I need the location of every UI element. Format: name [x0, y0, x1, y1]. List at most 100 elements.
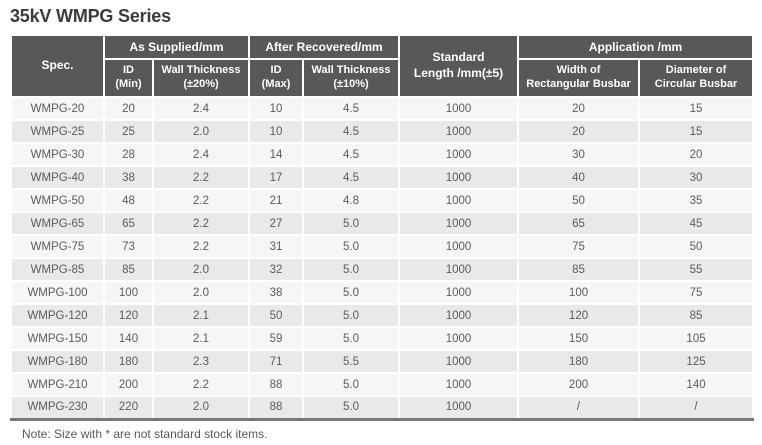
spec-cell: WMPG-30 — [10, 142, 105, 167]
value-cell: 2.2 — [151, 234, 251, 259]
value-cell: 2.2 — [151, 372, 251, 397]
table-row: WMPG-40 38 2.2 17 4.5 1000 40 30 — [10, 165, 755, 190]
value-cell: 35 — [638, 188, 755, 213]
value-cell: 40 — [517, 165, 641, 190]
value-cell: 65 — [103, 211, 154, 236]
value-cell: 2.1 — [151, 303, 251, 328]
value-cell: 4.5 — [302, 142, 401, 167]
value-cell: 17 — [248, 165, 305, 190]
value-cell: 15 — [638, 96, 755, 121]
value-cell: 5.0 — [302, 280, 401, 305]
spec-cell: WMPG-100 — [10, 280, 105, 305]
page-title: 35kV WMPG Series — [10, 6, 171, 26]
header-id-min: ID (Min) — [103, 58, 154, 98]
value-cell: 59 — [248, 326, 305, 351]
header-width-rect-busbar-line1: Width of — [556, 64, 601, 77]
value-cell: 2.3 — [151, 349, 251, 374]
value-cell: 2.0 — [151, 280, 251, 305]
header-standard-length-line1: Standard — [432, 50, 485, 65]
table-header: Spec. As Supplied/mm After Recovered/mm … — [10, 34, 755, 98]
spec-cell: WMPG-120 — [10, 303, 105, 328]
value-cell: 30 — [638, 165, 755, 190]
header-diameter-circ-busbar: Diameter of Circular Busbar — [638, 58, 755, 98]
value-cell: 5.0 — [302, 326, 401, 351]
value-cell: 45 — [638, 211, 755, 236]
value-cell: 2.4 — [151, 96, 251, 121]
value-cell: 5.0 — [302, 234, 401, 259]
value-cell: 50 — [638, 234, 755, 259]
table-row: WMPG-75 73 2.2 31 5.0 1000 75 50 — [10, 234, 755, 259]
value-cell: 1000 — [398, 96, 520, 121]
value-cell: 200 — [103, 372, 154, 397]
spec-cell: WMPG-65 — [10, 211, 105, 236]
value-cell: 48 — [103, 188, 154, 213]
header-wall-thickness-10-line2: (±10%) — [333, 78, 369, 90]
value-cell: / — [638, 395, 755, 420]
value-cell: 1000 — [398, 211, 520, 236]
value-cell: 20 — [517, 119, 641, 144]
value-cell: 1000 — [398, 280, 520, 305]
header-standard-length-line2: Length /mm(±5) — [413, 66, 504, 80]
spec-cell: WMPG-210 — [10, 372, 105, 397]
header-wall-thickness-10-line1: Wall Thickness — [311, 64, 391, 77]
table-row: WMPG-230 220 2.0 88 5.0 1000// — [10, 395, 755, 420]
value-cell: 105 — [638, 326, 755, 351]
value-cell: 73 — [103, 234, 154, 259]
value-cell: 38 — [248, 280, 305, 305]
value-cell: 75 — [638, 280, 755, 305]
value-cell: 65 — [517, 211, 641, 236]
table-row: WMPG-180 180 2.3 71 5.5 1000 180 125 — [10, 349, 755, 374]
header-diameter-circ-busbar-line1: Diameter of — [665, 64, 727, 77]
table-body: WMPG-20 20 2.4 10 4.5 1000 20 15 WMPG-25 25 2.0 10 4… — [10, 96, 755, 420]
value-cell: 85 — [517, 257, 641, 282]
value-cell: 88 — [248, 395, 305, 420]
value-cell: 2.4 — [151, 142, 251, 167]
header-after-recovered: After Recovered/mm — [248, 34, 401, 60]
value-cell: 1000 — [398, 395, 520, 420]
table-row: WMPG-30 28 2.4 14 4.5 1000 30 20 — [10, 142, 755, 167]
header-wall-thickness-20-line2: (±20%) — [183, 78, 219, 90]
value-cell: 1000 — [398, 326, 520, 351]
value-cell: 1000 — [398, 119, 520, 144]
value-cell: 220 — [103, 395, 154, 420]
table-row: WMPG-100 100 2.0 38 5.0 1000 100 75 — [10, 280, 755, 305]
header-wall-thickness-20: Wall Thickness (±20%) — [151, 58, 251, 98]
spec-table: Spec. As Supplied/mm After Recovered/mm … — [10, 34, 755, 421]
table-row: WMPG-25 25 2.0 10 4.5 1000 20 15 — [10, 119, 755, 144]
value-cell: 21 — [248, 188, 305, 213]
header-sub-row: ID (Min) Wall Thickness (±20%) ID (Max) … — [11, 58, 755, 98]
header-group-row: Spec. As Supplied/mm After Recovered/mm … — [10, 34, 755, 98]
value-cell: 200 — [517, 372, 641, 397]
value-cell: 150 — [517, 326, 641, 351]
table-row: WMPG-150 140 2.1 59 5.0 1000 150 105 — [10, 326, 755, 351]
header-id-min-line1: ID — [123, 64, 134, 77]
value-cell: 1000 — [398, 165, 520, 190]
spec-cell: WMPG-230 — [10, 395, 105, 420]
table-row: WMPG-50 48 2.2 21 4.8 1000 50 35 — [10, 188, 755, 213]
value-cell: 4.5 — [302, 96, 401, 121]
value-cell: 85 — [638, 303, 755, 328]
value-cell: 2.0 — [151, 119, 251, 144]
value-cell: 50 — [517, 188, 641, 213]
value-cell: 27 — [248, 211, 305, 236]
value-cell: 25 — [103, 119, 154, 144]
spec-cell: WMPG-40 — [10, 165, 105, 190]
value-cell: 2.2 — [151, 188, 251, 213]
value-cell: 5.0 — [302, 372, 401, 397]
spec-cell: WMPG-20 — [10, 96, 105, 121]
spec-cell: WMPG-85 — [10, 257, 105, 282]
value-cell: 20 — [103, 96, 154, 121]
header-application: Application /mm — [517, 34, 755, 60]
table-row: WMPG-20 20 2.4 10 4.5 1000 20 15 — [10, 96, 755, 121]
value-cell: 28 — [103, 142, 154, 167]
value-cell: 5.0 — [302, 303, 401, 328]
value-cell: 4.5 — [302, 165, 401, 190]
header-spec: Spec. — [10, 34, 105, 98]
value-cell: 32 — [248, 257, 305, 282]
value-cell: 1000 — [398, 234, 520, 259]
value-cell: 4.5 — [302, 119, 401, 144]
header-as-supplied: As Supplied/mm — [102, 34, 251, 60]
table-row: WMPG-65 65 2.2 27 5.0 1000 65 45 — [10, 211, 755, 236]
table-row: WMPG-85 85 2.0 32 5.0 1000 85 55 — [10, 257, 755, 282]
